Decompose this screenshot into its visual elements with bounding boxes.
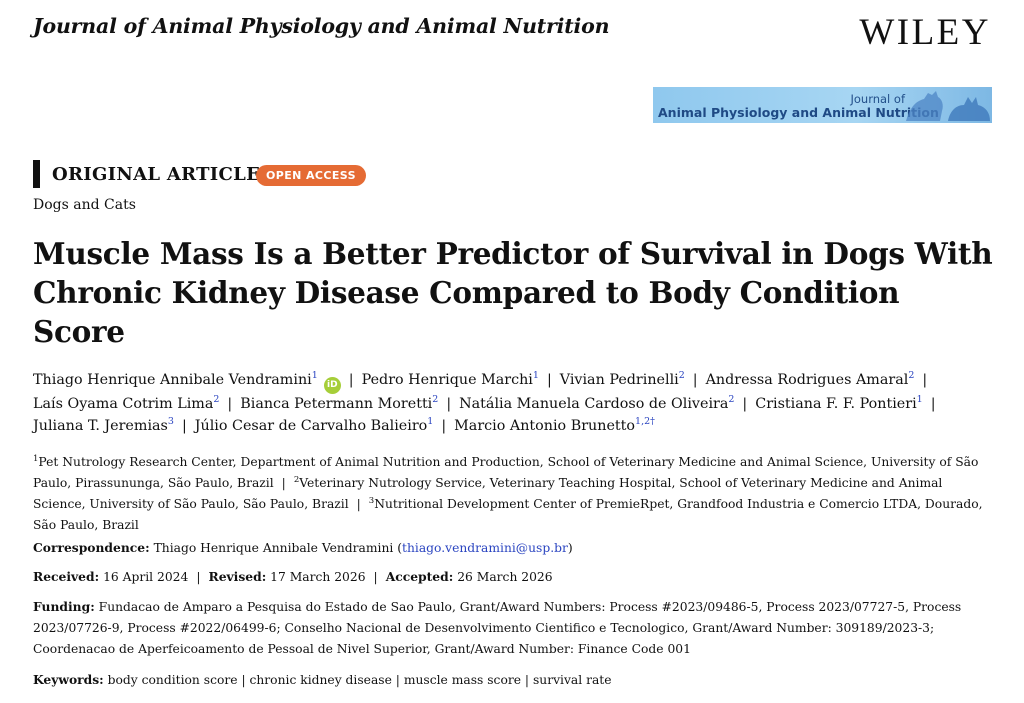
keyword[interactable]: muscle mass score [403,673,522,687]
author-affil-ref[interactable]: 1 [427,415,434,427]
open-access-badge[interactable]: OPEN ACCESS [256,165,366,186]
affil-separator: | [356,497,361,511]
author-name[interactable]: Marcio Antonio Brunetto [454,417,636,434]
author-name[interactable]: Pedro Henrique Marchi [361,372,533,388]
author-name[interactable]: Thiago Henrique Annibale Vendramini [33,372,312,388]
accepted-label: Accepted: [385,569,454,584]
affiliations: 1Pet Nutrology Research Center, Departme… [33,452,995,536]
author-affil-ref[interactable]: 2 [908,370,915,381]
revised-label: Revised: [208,569,267,584]
article-title: Muscle Mass Is a Better Predictor of Sur… [33,236,993,349]
author-name[interactable]: Andressa Rodrigues Amaral [705,372,909,388]
author-separator: | [742,396,748,412]
author-affil-ref[interactable]: 2 [432,394,439,405]
affil-number: 2 [293,475,300,485]
correspondence-email-link[interactable]: thiago.vendramini@usp.br [402,541,568,555]
history-dates: Received: 16 April 2024 | Revised: 17 Marc… [33,566,995,588]
keywords-label: Keywords: [33,672,104,687]
author-name[interactable]: Bianca Petermann Moretti [240,396,433,412]
article-type: ORIGINAL ARTICLE [52,164,261,185]
author-separator: | [930,396,936,412]
affil-number: 3 [368,496,375,506]
affil-number: 1 [33,454,39,464]
author-affil-ref[interactable]: 1 [532,370,539,381]
author-separator: | [348,372,354,388]
author-affil-ref[interactable]: 2 [213,394,220,405]
author-affil-ref[interactable]: 1,2† [635,415,655,427]
author-separator: | [181,417,187,434]
keyword[interactable]: chronic kidney disease [249,673,392,687]
banner-line1: Journal of [850,92,905,106]
affiliation-text: Nutritional Development Center of Premie… [33,497,983,532]
author-separator: | [922,372,928,388]
author-affil-ref[interactable]: 2 [728,394,735,405]
funding-text: Fundacao de Amparo a Pesquisa do Estado … [33,600,962,656]
affil-separator: | [281,476,286,490]
author-affil-ref[interactable]: 1 [916,394,923,405]
affiliation-text: Pet Nutrology Research Center, Departmen… [33,455,979,490]
author-separator: | [546,372,552,388]
accepted-date: 26 March 2026 [457,570,553,584]
author-name[interactable]: Vivian Pedrinelli [559,372,679,388]
keywords: Keywords: body condition score | chronic… [33,672,612,687]
correspondence-label: Correspondence: [33,540,150,555]
author-list: Thiago Henrique Annibale Vendramini1iD | P… [33,370,995,437]
author-separator: | [441,417,447,434]
author-separator: | [227,396,233,412]
received-date: 16 April 2024 [103,570,189,584]
journal-name[interactable]: Journal of Animal Physiology and Animal … [33,14,610,38]
animal-silhouette-icon [906,91,990,121]
author-name[interactable]: Natália Manuela Cardoso de Oliveira [459,396,729,412]
author-name[interactable]: Juliana T. Jeremias [33,417,168,434]
article-section: Dogs and Cats [33,197,136,213]
author-affil-ref[interactable]: 3 [167,415,174,427]
journal-banner[interactable]: Journal of Animal Physiology and Animal … [653,87,992,123]
article-type-bar [33,160,40,188]
author-name[interactable]: Cristiana F. F. Pontieri [755,396,917,412]
banner-line2: Animal Physiology and Animal Nutrition [658,105,939,120]
funding-label: Funding: [33,599,95,614]
keyword[interactable]: survival rate [532,673,612,687]
received-label: Received: [33,569,100,584]
date-separator: | [373,570,378,584]
correspondence: Correspondence: Thiago Henrique Annibale… [33,540,573,555]
publisher-logo[interactable]: WILEY [859,12,991,53]
affiliation-text: Veterinary Nutrology Service, Veterinary… [33,476,943,511]
revised-date: 17 March 2026 [270,570,366,584]
author-separator: | [446,396,452,412]
correspondence-name: Thiago Henrique Annibale Vendramini [153,541,394,555]
funding: Funding: Fundacao de Amparo a Pesquisa d… [33,596,995,660]
author-affil-ref[interactable]: 2 [678,370,685,381]
author-separator: | [692,372,698,388]
author-name[interactable]: Laís Oyama Cotrim Lima [33,396,214,412]
keyword[interactable]: body condition score [107,673,238,687]
author-name[interactable]: Júlio Cesar de Carvalho Balieiro [194,417,428,434]
author-affil-ref[interactable]: 1 [311,370,318,381]
date-separator: | [196,570,201,584]
orcid-icon[interactable]: iD [323,377,341,394]
